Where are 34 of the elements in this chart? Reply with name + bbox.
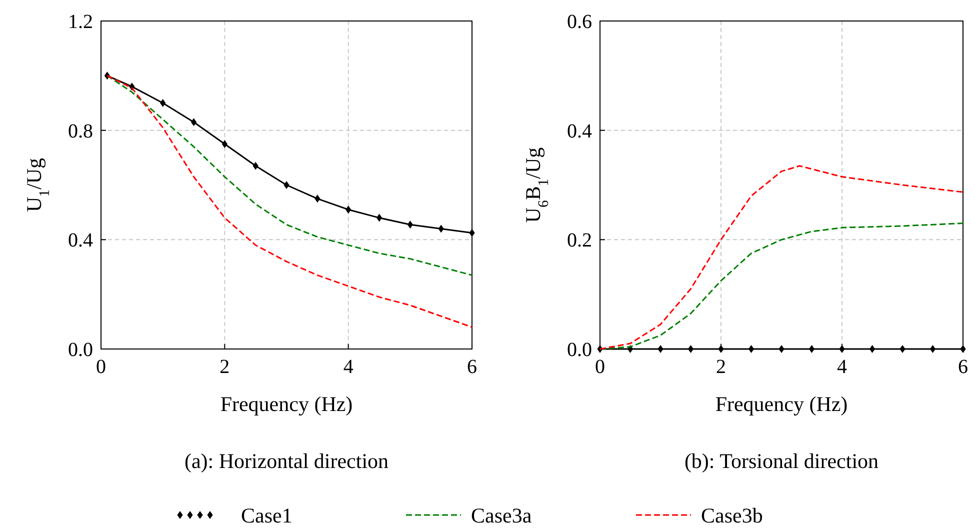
text: (b): Torsional direction — [684, 449, 880, 473]
point — [314, 194, 320, 203]
y-tick-label: 0.8 — [68, 120, 93, 142]
point — [190, 118, 197, 126]
point — [252, 162, 258, 170]
y-tick-label: 0.6 — [567, 11, 592, 33]
x-tick-label: 0 — [96, 356, 106, 378]
point — [346, 206, 352, 214]
x-tick-label: 6 — [958, 356, 968, 378]
x-tick-label: 4 — [837, 356, 847, 378]
x-tick-label: 0 — [595, 356, 605, 378]
legend-label: Case3a — [471, 503, 532, 528]
point — [376, 214, 382, 222]
point — [284, 181, 290, 189]
x-tick-label: 4 — [343, 356, 354, 378]
y-tick-label: 0.2 — [567, 230, 592, 252]
point — [438, 224, 444, 233]
y-tick-label: 1.2 — [68, 11, 93, 33]
text: (a): Horizontal direction — [184, 449, 390, 473]
legend-label: Case1 — [241, 503, 292, 528]
x-axis-title: Frequency (Hz) — [715, 392, 848, 416]
point — [222, 140, 228, 148]
x-tick-label: 6 — [467, 356, 477, 378]
x-tick-label: 2 — [716, 356, 726, 378]
y-tick-label: 0.4 — [68, 230, 93, 252]
point — [469, 228, 475, 237]
legend-label: Case3b — [701, 503, 763, 528]
x-axis-title: Frequency (Hz) — [220, 392, 353, 416]
y-tick-label: 0.4 — [567, 120, 592, 142]
y-tick-label: 0.0 — [567, 339, 592, 361]
point — [407, 220, 413, 229]
point — [160, 99, 166, 107]
x-tick-label: 2 — [220, 356, 230, 378]
y-tick-label: 0.0 — [68, 339, 93, 361]
